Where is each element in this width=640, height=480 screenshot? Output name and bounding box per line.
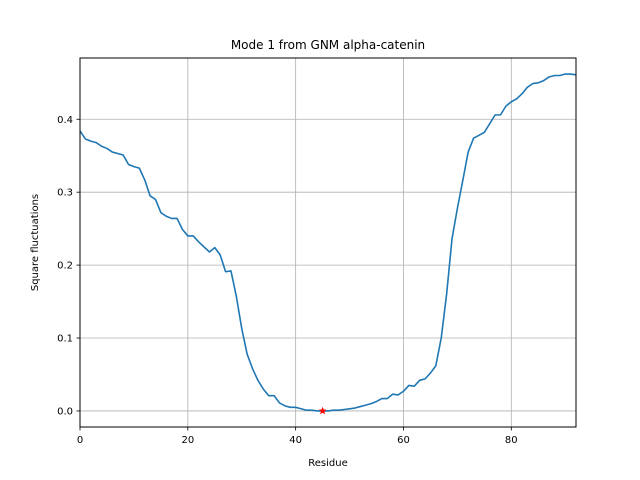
x-tick-label: 80 bbox=[505, 435, 518, 446]
series-line bbox=[79, 73, 577, 412]
plot-frame bbox=[79, 57, 577, 428]
highlight-point bbox=[318, 406, 327, 415]
x-tick-label: 20 bbox=[181, 435, 194, 446]
y-tick-label: 0.0 bbox=[57, 406, 73, 417]
x-tick-label: 0 bbox=[77, 435, 83, 446]
x-axis-label: Residue bbox=[308, 458, 347, 469]
y-tick-label: 0.3 bbox=[57, 188, 73, 199]
y-tick-label: 0.2 bbox=[57, 261, 73, 272]
y-axis-label: Square fluctuations bbox=[30, 194, 41, 291]
chart-title: Mode 1 from GNM alpha-catenin bbox=[231, 38, 425, 52]
y-tick-label: 0.4 bbox=[57, 115, 73, 126]
x-tick-label: 60 bbox=[397, 435, 410, 446]
y-tick-label: 0.1 bbox=[57, 334, 73, 345]
series-layer bbox=[79, 73, 577, 415]
axis-ticks: 0 20 40 60 80 0.0 0.1 0.2 0.3 0.4 bbox=[57, 115, 518, 446]
x-tick-label: 40 bbox=[289, 435, 302, 446]
